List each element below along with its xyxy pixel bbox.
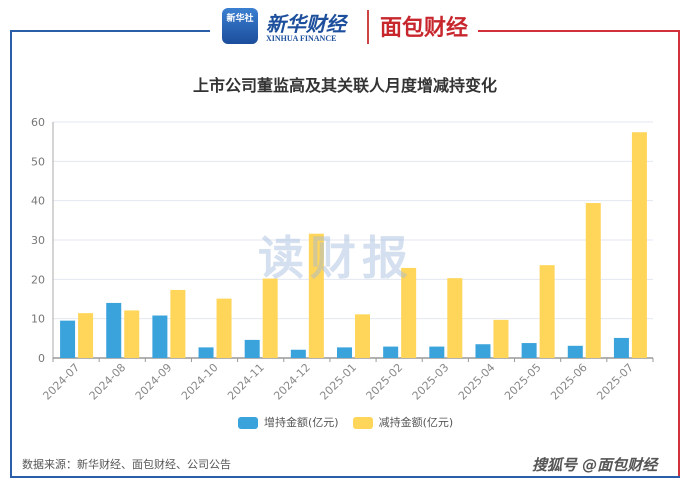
credit: 搜狐号 @面包财经 xyxy=(532,456,658,474)
xinhua-logo: 新华社 xyxy=(222,8,258,44)
x-tick-label: 2024-11 xyxy=(225,361,267,403)
bar-increase xyxy=(475,344,491,358)
bar-increase xyxy=(60,320,76,358)
bar-increase xyxy=(152,315,168,358)
legend-swatch xyxy=(238,417,258,429)
bar-decrease xyxy=(78,313,94,358)
bar-decrease xyxy=(216,298,232,358)
x-tick-label: 2025-02 xyxy=(364,361,406,403)
x-tick-label: 2024-09 xyxy=(133,361,175,403)
y-tick-label: 0 xyxy=(38,352,45,365)
logo-separator xyxy=(367,10,369,44)
bar-increase xyxy=(290,349,306,358)
frame-right xyxy=(678,30,680,477)
bar-decrease xyxy=(308,233,324,358)
bar-increase xyxy=(429,346,445,358)
bar-increase xyxy=(567,345,583,358)
bar-increase xyxy=(198,347,214,358)
bar-decrease xyxy=(447,278,463,358)
y-tick-label: 30 xyxy=(31,234,45,247)
bar-decrease xyxy=(585,203,601,358)
frame-bottom xyxy=(10,476,680,478)
bar-decrease xyxy=(262,278,278,358)
xinhua-finance-en: XINHUA FINANCE xyxy=(266,34,337,43)
bar-decrease xyxy=(493,319,509,358)
mianbao-logo: 面包财经 xyxy=(380,16,469,41)
y-tick-label: 40 xyxy=(31,195,45,208)
legend: 增持金额(亿元) 减持金额(亿元) xyxy=(238,414,453,430)
frame-left xyxy=(10,30,12,477)
x-tick-label: 2024-08 xyxy=(87,361,129,403)
x-tick-label: 2025-04 xyxy=(456,361,498,403)
data-source: 数据来源：新华财经、面包财经、公司公告 xyxy=(22,458,231,471)
x-tick-label: 2025-06 xyxy=(548,361,590,403)
bar-increase xyxy=(383,346,399,358)
legend-item-decrease[interactable]: 减持金额(亿元) xyxy=(352,414,454,430)
xinhua-finance-logo: 新华财经 xyxy=(266,12,346,36)
x-tick-label: 2024-07 xyxy=(41,361,83,403)
frame-top-right xyxy=(478,30,680,32)
legend-label: 增持金额(亿元) xyxy=(264,416,339,429)
x-tick-label: 2025-01 xyxy=(317,361,359,403)
bar-decrease xyxy=(631,132,647,358)
legend-label: 减持金额(亿元) xyxy=(378,416,454,429)
bar-increase xyxy=(244,339,260,358)
bar-increase xyxy=(337,347,352,358)
x-tick-label: 2025-05 xyxy=(502,361,544,403)
y-tick-label: 60 xyxy=(31,116,45,129)
legend-swatch xyxy=(352,417,373,429)
watermark: 读财报 xyxy=(258,231,414,285)
bar-decrease xyxy=(170,289,186,358)
legend-item-increase[interactable]: 增持金额(亿元) xyxy=(238,414,339,430)
bar-decrease xyxy=(539,265,555,358)
chart-title: 上市公司董监高及其关联人月度增减持变化 xyxy=(192,76,497,95)
bar-decrease xyxy=(401,267,417,358)
x-tick-label: 2025-03 xyxy=(410,361,452,403)
y-tick-label: 50 xyxy=(31,155,45,168)
bar-increase xyxy=(613,337,629,358)
x-tick-label: 2024-12 xyxy=(271,361,313,403)
bar-decrease xyxy=(124,310,140,358)
y-tick-label: 10 xyxy=(31,313,45,326)
bar-increase xyxy=(106,302,122,358)
x-tick-label: 2025-07 xyxy=(594,361,636,403)
bar-decrease xyxy=(355,314,370,358)
y-tick-label: 20 xyxy=(31,273,45,286)
x-tick-label: 2024-10 xyxy=(179,361,221,403)
frame-top-left xyxy=(10,30,210,32)
bar-increase xyxy=(521,343,537,358)
